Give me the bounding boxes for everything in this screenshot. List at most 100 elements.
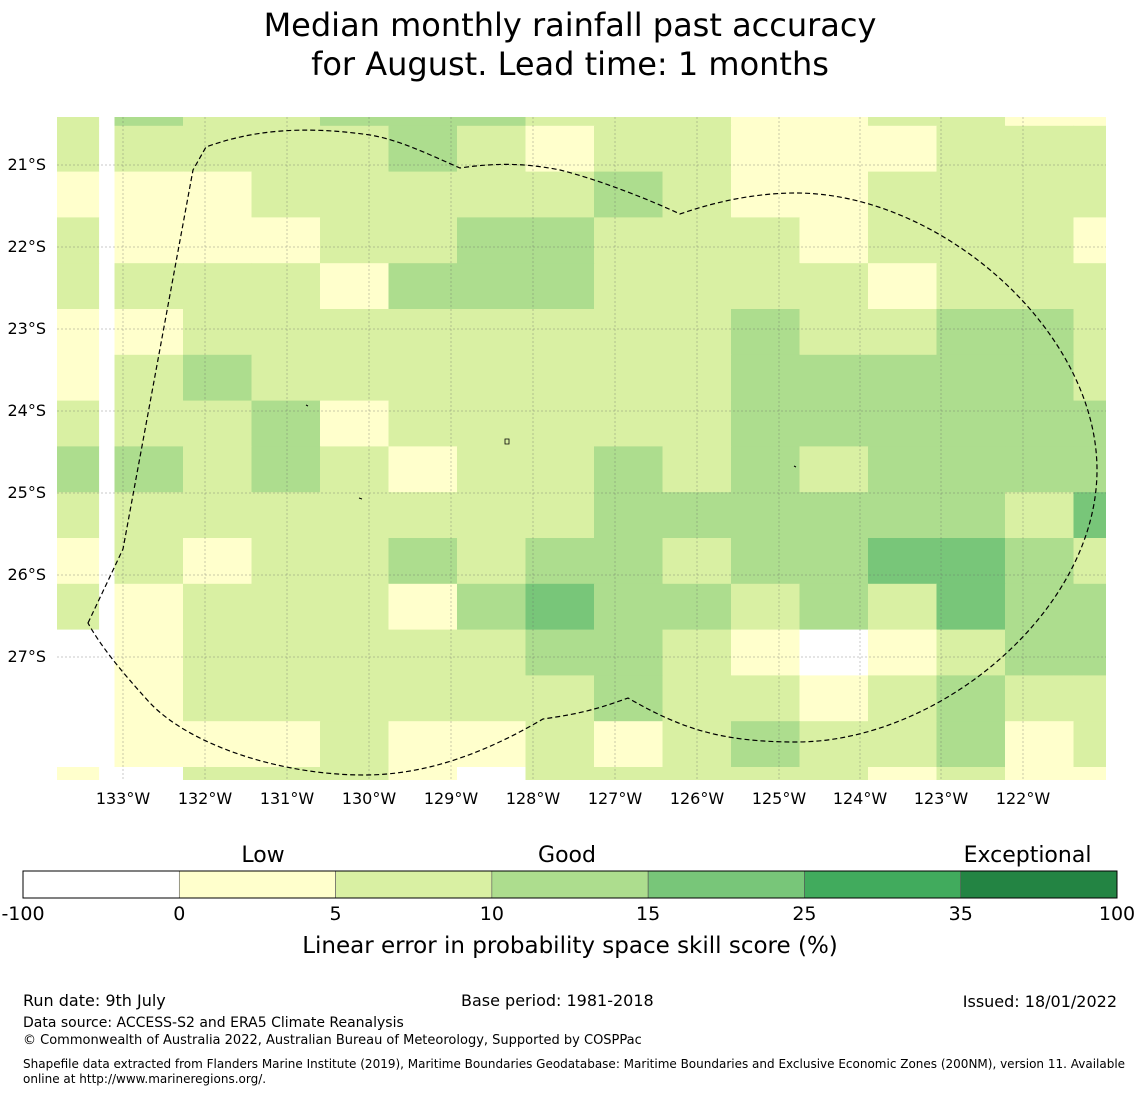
grid-cell (251, 538, 321, 585)
grid-cell (868, 263, 938, 310)
grid-cell (731, 492, 801, 539)
grid-cell (731, 217, 801, 264)
grid-cell (799, 125, 869, 173)
grid-cell (388, 171, 458, 218)
longitude-label: 123°W (913, 789, 969, 808)
grid-cell (1073, 721, 1106, 768)
island-outline (305, 404, 309, 407)
grid-cell (799, 117, 869, 127)
grid-cell (1005, 629, 1075, 676)
colorbar-swatch (335, 870, 493, 899)
grid-cell (936, 583, 1006, 631)
grid-cell (388, 583, 458, 631)
grid-cell (251, 675, 321, 722)
island-outline (793, 465, 797, 468)
grid-cell (251, 400, 321, 447)
grid-cell (1073, 583, 1106, 631)
grid-cell (936, 400, 1006, 447)
grid-cell (114, 583, 184, 631)
grid-cell (868, 117, 938, 127)
grid-cell (320, 217, 390, 264)
grid-cell (868, 217, 938, 264)
grid-cell (868, 354, 938, 402)
grid-cell (320, 171, 390, 218)
grid-cell (1005, 767, 1075, 780)
grid-cell (251, 309, 321, 356)
grid-cell (1005, 721, 1075, 768)
grid-cell (594, 217, 664, 264)
grid-cell (320, 446, 390, 493)
grid-cell (731, 629, 801, 676)
grid-cell (320, 767, 390, 780)
grid-cell (388, 117, 458, 127)
grid-cell (251, 492, 321, 539)
grid-cell (251, 117, 321, 127)
grid-cell (799, 721, 869, 768)
grid-cell (936, 675, 1006, 722)
grid-cell (114, 629, 184, 676)
latitude-label: 21°S (7, 155, 46, 174)
grid-cell (57, 767, 100, 780)
grid-cell (183, 492, 253, 539)
grid-cell (57, 675, 100, 722)
colorbar-tick-label: 15 (636, 903, 661, 925)
grid-cell (457, 263, 527, 310)
grid-cell (1005, 171, 1075, 218)
grid-cell (936, 263, 1006, 310)
grid-cell (114, 354, 184, 402)
grid-cell (868, 767, 938, 780)
grid-cell (457, 171, 527, 218)
grid-cell (388, 492, 458, 539)
grid-cell (1073, 263, 1106, 310)
grid-cell (388, 446, 458, 493)
grid-cell (251, 583, 321, 631)
grid-cell (388, 309, 458, 356)
colorbar-tick-label: 10 (479, 903, 504, 925)
grid-cell (388, 125, 458, 173)
grid-cell (525, 354, 595, 402)
grid-cell (57, 400, 100, 447)
grid-cell (936, 354, 1006, 402)
grid-cell (251, 446, 321, 493)
grid-cell (936, 721, 1006, 768)
grid-cell (457, 629, 527, 676)
grid-cell (1073, 538, 1106, 585)
grid-cell (1073, 309, 1106, 356)
grid-cell (731, 117, 801, 127)
colorbar-tick-label: 5 (329, 903, 342, 925)
grid-cell (1005, 354, 1075, 402)
grid-cell (1005, 492, 1075, 539)
grid-cell (936, 217, 1006, 264)
colorbar-swatch (647, 870, 805, 899)
grid-cell (936, 538, 1006, 585)
grid-cell (57, 309, 100, 356)
grid-cell (1005, 675, 1075, 722)
grid-cell (251, 217, 321, 264)
grid-cell (731, 263, 801, 310)
grid-cell (57, 446, 100, 493)
grid-cell (114, 492, 184, 539)
latitude-label: 24°S (7, 401, 46, 420)
grid-cell (525, 675, 595, 722)
grid-cell (799, 583, 869, 631)
grid-cell (320, 117, 390, 127)
base-period: Base period: 1981-2018 (461, 991, 654, 1010)
grid-cell (183, 629, 253, 676)
grid-cell (594, 629, 664, 676)
grid-cell (114, 675, 184, 722)
island-outline (504, 438, 510, 445)
grid-cell (525, 492, 595, 539)
colorbar-label: Linear error in probability space skill … (302, 933, 838, 959)
grid-cell (1005, 309, 1075, 356)
grid-cell (183, 538, 253, 585)
grid-cell (662, 309, 732, 356)
grid-cell (525, 538, 595, 585)
colorbar-category-good: Good (538, 843, 596, 868)
grid-cell (662, 217, 732, 264)
grid-cell (799, 675, 869, 722)
grid-cell (662, 117, 732, 127)
grid-cell (320, 400, 390, 447)
grid-cell (57, 125, 100, 173)
grid-cell (388, 629, 458, 676)
